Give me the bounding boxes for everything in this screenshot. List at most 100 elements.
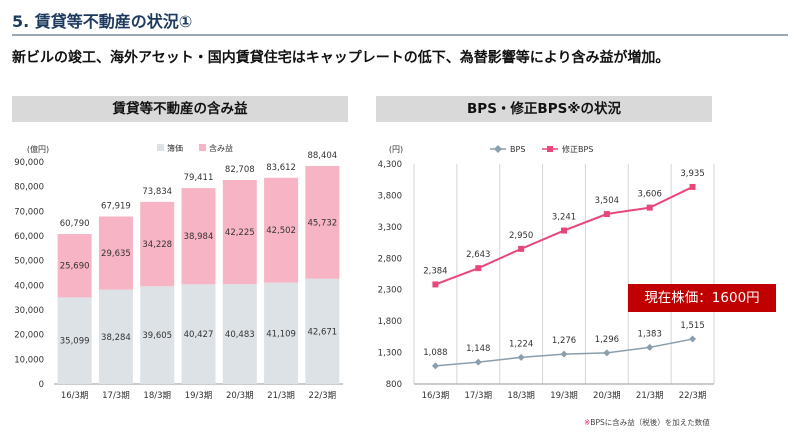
- page-heading: 5. 賃貸等不動産の状況①: [12, 12, 193, 31]
- bar-segment: [264, 282, 299, 384]
- x-tick-label: 20/3期: [593, 391, 621, 401]
- adjusted-bps-point: [561, 227, 567, 234]
- x-tick-label: 21/3期: [267, 391, 295, 401]
- bar-value-label: 35,099: [60, 337, 90, 347]
- bar-segment: [57, 297, 92, 384]
- bar-total-label: 82,708: [225, 165, 255, 175]
- bar-value-label: 39,605: [142, 331, 172, 341]
- bar-value-label: 34,228: [142, 240, 172, 250]
- bps-point: [474, 358, 482, 366]
- adjusted-bps-point: [432, 281, 439, 288]
- x-tick-label: 19/3期: [550, 391, 578, 401]
- bar-segment: [222, 284, 257, 384]
- bar-value-label: 40,483: [225, 330, 255, 340]
- bar-segment: [57, 234, 92, 298]
- x-tick-label: 19/3期: [185, 391, 213, 401]
- y-tick-label: 800: [386, 380, 402, 390]
- y-tick-label: 50,000: [14, 257, 44, 267]
- y-tick-label: 60,000: [14, 232, 44, 242]
- y-tick-label: 20,000: [14, 331, 44, 341]
- legend-swatch: [157, 144, 164, 151]
- y-axis-unit-label: (円): [389, 145, 403, 154]
- bar-value-label: 25,690: [60, 262, 90, 272]
- x-tick-label: 17/3期: [464, 391, 492, 401]
- x-tick-label: 22/3期: [309, 391, 337, 401]
- legend-swatch: [199, 144, 206, 151]
- y-tick-label: 40,000: [14, 281, 44, 291]
- bps-value-label: 1,088: [423, 348, 447, 358]
- y-tick-label: 3,300: [378, 223, 402, 233]
- y-tick-label: 1,300: [378, 349, 402, 359]
- x-tick-label: 21/3期: [636, 391, 664, 401]
- adjusted-bps-value-label: 3,606: [638, 190, 662, 200]
- x-tick-label: 18/3期: [507, 391, 535, 401]
- y-tick-label: 90,000: [14, 158, 44, 168]
- bar-value-label: 38,984: [184, 232, 214, 242]
- legend-label: 修正BPS: [562, 144, 593, 154]
- x-tick-label: 18/3期: [143, 391, 171, 401]
- x-tick-label: 16/3期: [61, 391, 89, 401]
- y-tick-label: 2,300: [378, 286, 402, 296]
- current-stock-price-badge: 現在株価：1600円: [628, 284, 776, 312]
- x-tick-label: 17/3期: [102, 391, 130, 401]
- bps-point: [517, 353, 525, 361]
- y-tick-label: 80,000: [14, 183, 44, 193]
- adjusted-bps-value-label: 3,241: [552, 213, 576, 223]
- y-tick-label: 3,800: [378, 191, 402, 201]
- bps-value-label: 1,296: [595, 335, 619, 345]
- bar-total-label: 67,919: [101, 201, 131, 211]
- bps-value-label: 1,148: [466, 344, 490, 354]
- bar-total-label: 60,790: [60, 219, 90, 229]
- bar-segment: [98, 289, 133, 384]
- bps-point: [646, 343, 654, 351]
- x-tick-label: 20/3期: [226, 391, 254, 401]
- bar-total-label: 88,404: [307, 151, 337, 161]
- adjusted-bps-point: [646, 204, 653, 211]
- bps-value-label: 1,383: [638, 329, 662, 339]
- footnote-mark: ※: [584, 418, 591, 427]
- heading-divider: [12, 34, 788, 36]
- adjusted-bps-point: [475, 265, 482, 272]
- legend-label: 簿価: [167, 143, 183, 153]
- adjusted-bps-point: [689, 183, 696, 190]
- bar-value-label: 40,427: [184, 330, 214, 340]
- bar-value-label: 42,225: [225, 228, 255, 238]
- legend-marker: [547, 146, 553, 152]
- bps-value-label: 1,276: [552, 336, 576, 346]
- bar-value-label: 41,109: [266, 329, 296, 339]
- footnote-text: BPSに含み益（税後）を加えた数値: [590, 418, 710, 427]
- bps-point: [689, 335, 697, 343]
- y-tick-label: 0: [39, 380, 44, 390]
- bar-value-label: 38,284: [101, 333, 131, 343]
- bps-line-chart: (円) 800 1,300 1,800 2,300 2,800 3,300 3,800 4,30…: [378, 144, 715, 401]
- bar-segment: [222, 179, 257, 285]
- adjusted-bps-value-label: 3,935: [680, 169, 704, 179]
- bps-point: [431, 362, 439, 370]
- adjusted-bps-value-label: 3,504: [595, 196, 619, 206]
- bar-segment: [264, 177, 299, 283]
- bar-segment: [98, 216, 133, 290]
- bar-value-label: 42,671: [307, 327, 337, 337]
- bar-segment: [181, 284, 216, 384]
- y-tick-label: 4,300: [378, 160, 402, 170]
- bar-segment: [305, 278, 340, 384]
- bar-value-label: 29,635: [101, 249, 131, 259]
- legend-marker: [494, 145, 502, 153]
- page-subtitle: 新ビルの竣工、海外アセット・国内賃貸住宅はキャップレートの低下、為替影響等により…: [12, 50, 670, 66]
- y-tick-label: 70,000: [14, 207, 44, 217]
- y-tick-label: 10,000: [14, 355, 44, 365]
- x-tick-label: 16/3期: [422, 391, 450, 401]
- adjusted-bps-point: [603, 211, 610, 218]
- left-chart-title: 賃貸等不動産の含み益: [12, 96, 348, 122]
- bps-point: [603, 349, 611, 357]
- y-axis-unit-label: (億円): [27, 144, 49, 154]
- adjusted-bps-point: [518, 245, 525, 252]
- right-chart-title: BPS・修正BPS※の状況: [376, 96, 712, 122]
- adjusted-bps-series-line: [435, 186, 694, 286]
- legend-label: 含み益: [209, 143, 233, 153]
- y-tick-label: 30,000: [14, 306, 44, 316]
- y-tick-label: 2,800: [378, 254, 402, 264]
- bar-segment: [181, 188, 216, 285]
- bar-total-label: 79,411: [184, 173, 214, 183]
- bar-total-label: 73,834: [142, 187, 172, 197]
